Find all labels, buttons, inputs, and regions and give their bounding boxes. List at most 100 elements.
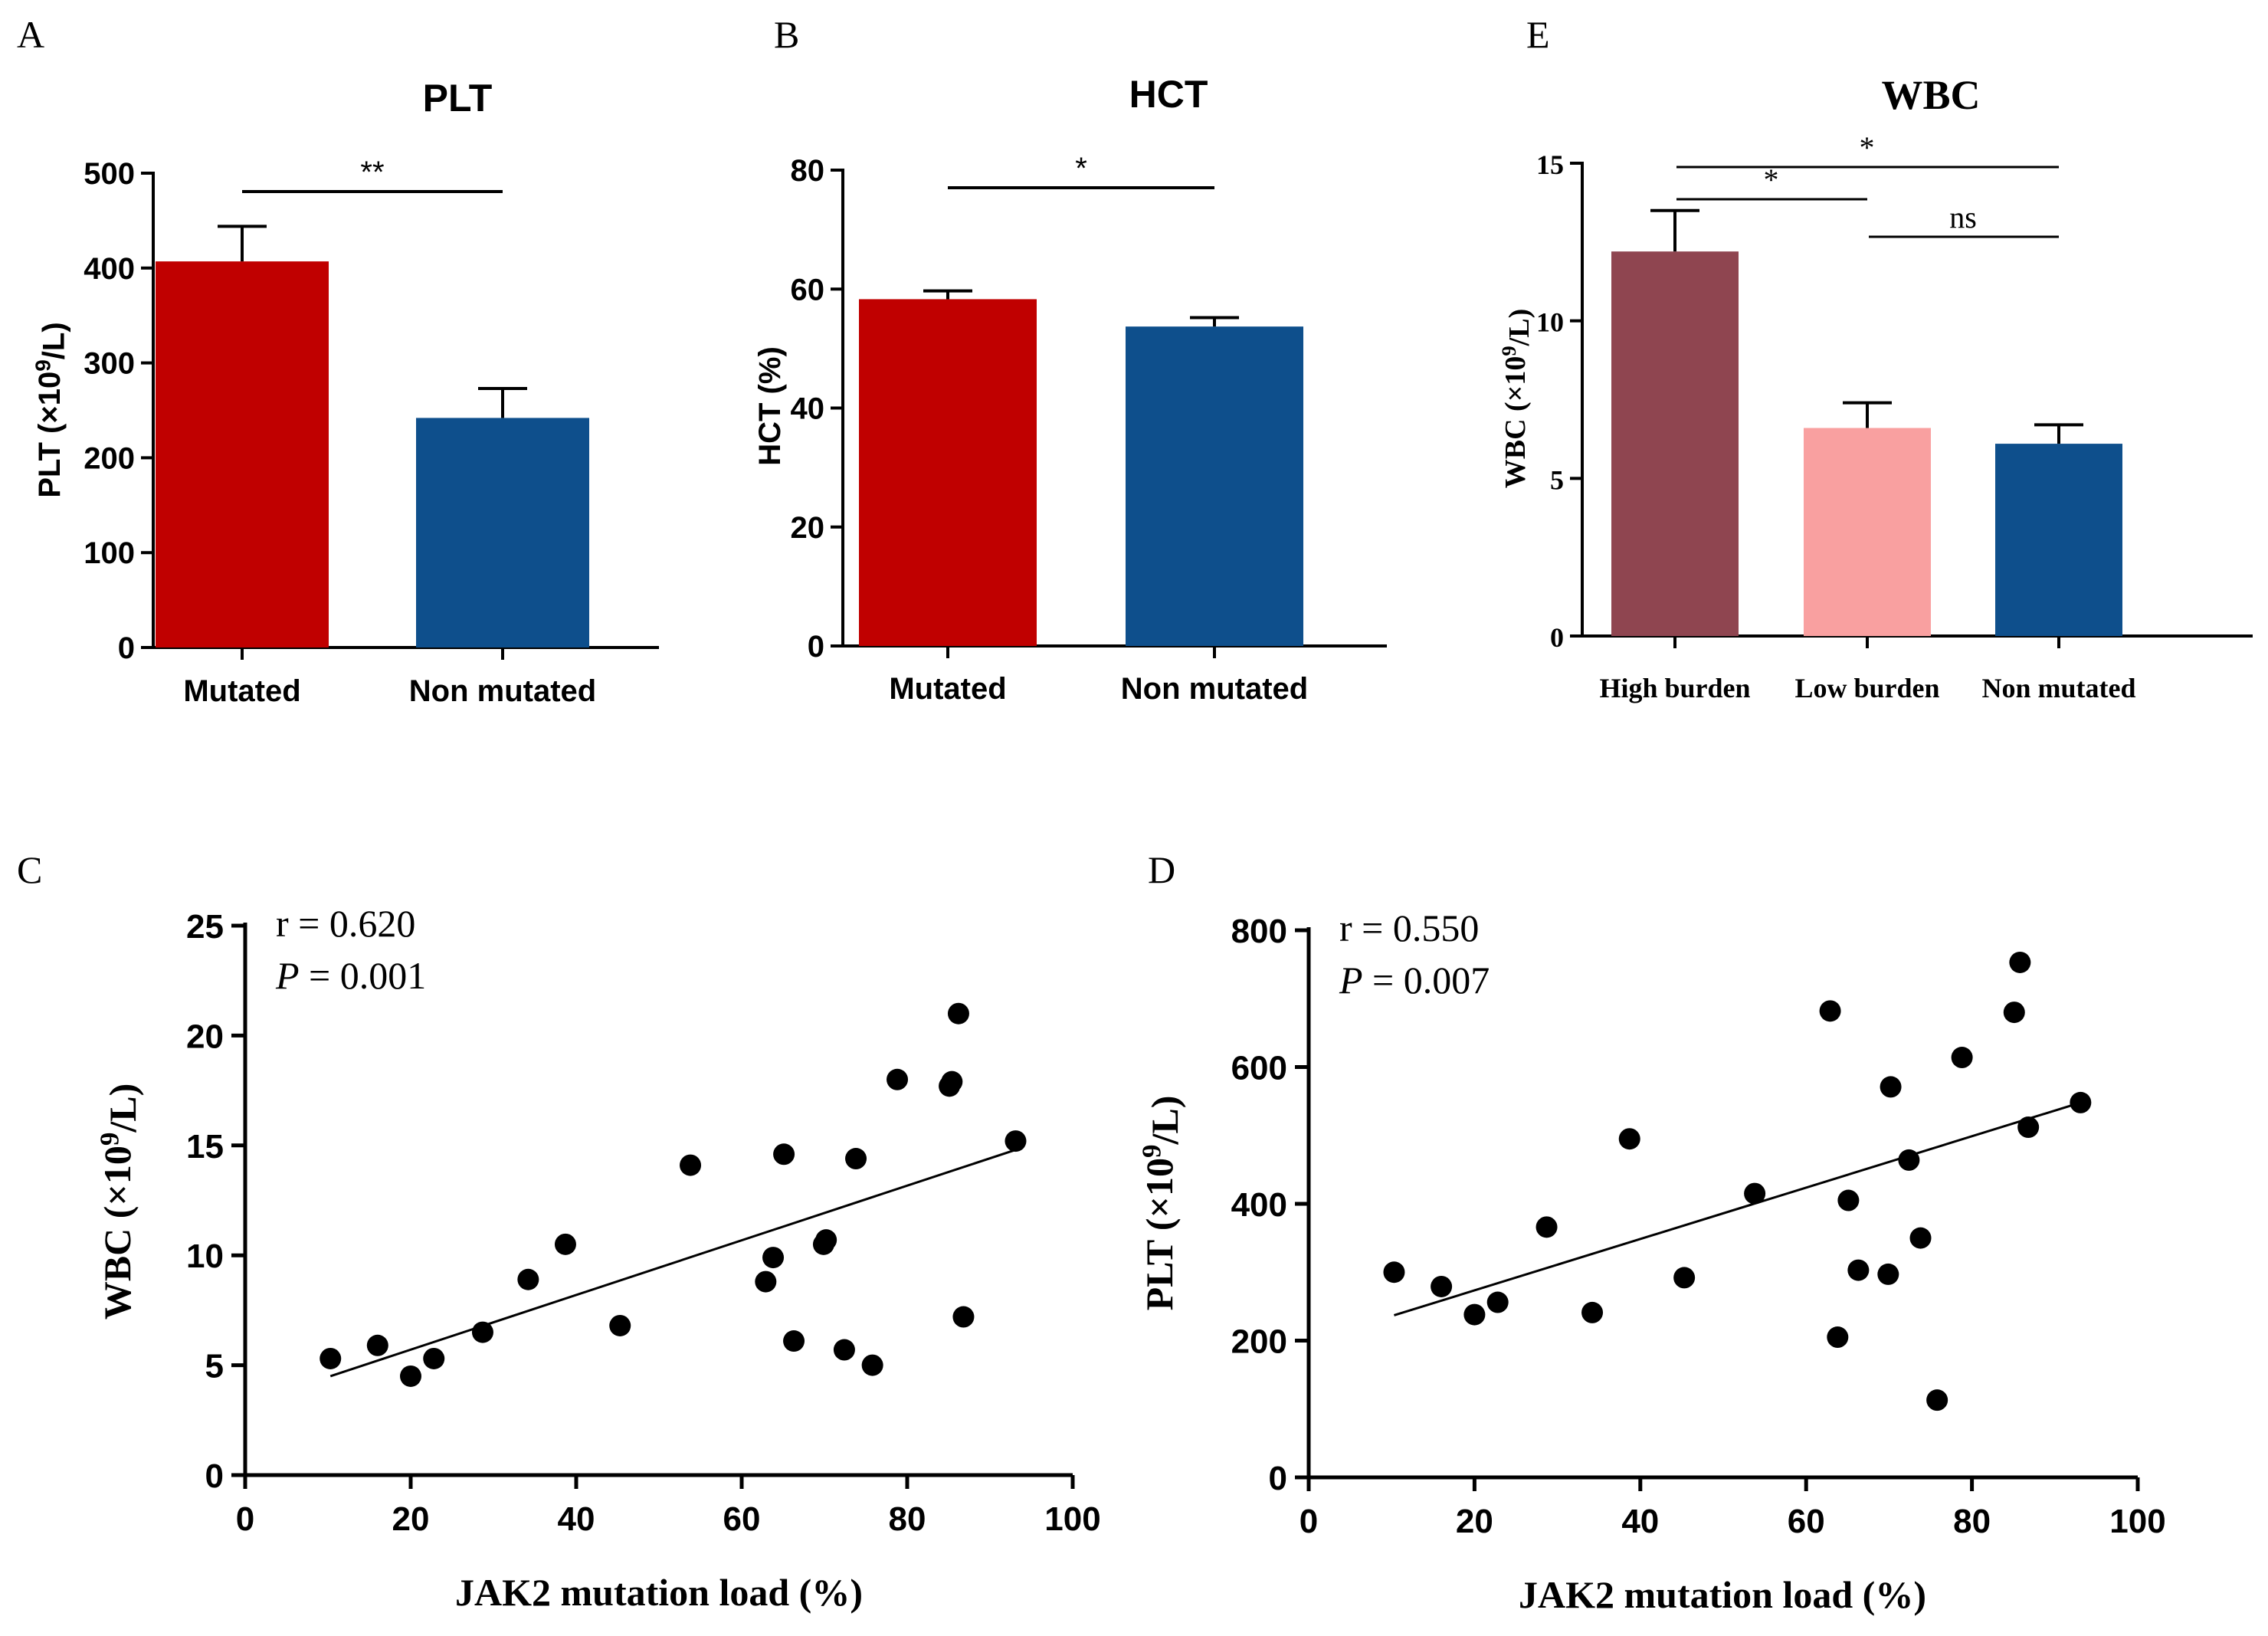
significance-label: **: [360, 156, 384, 189]
data-point: [833, 1339, 855, 1361]
y-tick-label: 10: [1536, 307, 1564, 338]
x-tick-label: 40: [1621, 1503, 1659, 1540]
data-point: [2070, 1091, 2092, 1113]
data-point: [1486, 1291, 1509, 1313]
data-point: [773, 1143, 795, 1166]
regression-line: [329, 1149, 1016, 1378]
y-axis-label: WBC (×109/L): [1497, 309, 1535, 488]
significance-label: ns: [1949, 200, 1977, 234]
data-point: [755, 1270, 777, 1293]
data-point: [952, 1306, 975, 1328]
chart-title: HCT: [1129, 73, 1208, 116]
y-tick-label: 0: [118, 631, 135, 665]
p-value: P = 0.007: [1339, 959, 1490, 1002]
y-tick-label: 200: [1231, 1323, 1287, 1361]
data-point: [1880, 1076, 1902, 1098]
bar-mutated: [859, 299, 1037, 646]
x-axis-label: JAK2 mutation load (%): [1519, 1573, 1926, 1616]
category-label: High burden: [1599, 673, 1750, 703]
y-tick-label: 200: [84, 441, 135, 475]
y-tick-label: 25: [186, 908, 224, 946]
y-tick-label: 15: [1536, 149, 1564, 180]
data-point: [1909, 1227, 1932, 1249]
y-axis-label: WBC (×109/L): [94, 1084, 144, 1320]
x-tick-label: 20: [392, 1500, 430, 1538]
panel-label-D: D: [1148, 848, 1175, 891]
bar-non-mutated: [1995, 444, 2122, 636]
y-tick-label: 400: [84, 252, 135, 286]
data-point: [1847, 1259, 1870, 1281]
data-point: [1005, 1130, 1027, 1152]
p-number: = 0.007: [1363, 959, 1490, 1002]
data-point: [1926, 1389, 1948, 1411]
bar-low-burden: [1804, 428, 1931, 636]
data-point: [1581, 1301, 1604, 1323]
data-point: [1951, 1047, 1973, 1069]
data-point: [471, 1321, 493, 1343]
data-point: [1819, 1000, 1841, 1022]
panel-D: D 0 200 400 600 800 0 20 40 60 80 100 PLT (×109/L) JA…: [1136, 848, 2165, 1616]
category-label: Mutated: [889, 672, 1006, 706]
x-tick-label: 0: [1300, 1503, 1318, 1540]
bar-mutated: [156, 261, 329, 648]
x-tick-label: 40: [558, 1500, 595, 1538]
data-point: [554, 1233, 576, 1255]
y-tick-label: 20: [791, 511, 825, 545]
bar-non-mutated: [416, 418, 589, 648]
y-tick-label: 40: [791, 392, 825, 426]
category-label: Low burden: [1794, 673, 1939, 703]
p-value: P = 0.001: [275, 954, 426, 997]
x-tick-label: 60: [723, 1500, 761, 1538]
data-point: [1837, 1189, 1860, 1211]
y-axis-label: PLT (×109/L): [1136, 1096, 1186, 1311]
data-point: [680, 1154, 702, 1176]
panel-C: C 0 5 10 15 20 25 0 20 40 60 80 100 WBC (×109/L) JAK2 …: [17, 848, 1101, 1614]
x-tick-label: 0: [236, 1500, 254, 1538]
y-tick-label: 20: [186, 1018, 224, 1055]
category-label: Non mutated: [1121, 672, 1308, 706]
data-point: [1898, 1149, 1920, 1171]
y-tick-label: 0: [808, 630, 824, 664]
panel-A: A PLT 0 100 200 300 400 500 PLT (×109/L) Mutated N…: [17, 13, 659, 708]
data-point: [1431, 1275, 1453, 1297]
data-point: [2009, 951, 2031, 973]
p-number: = 0.001: [300, 954, 427, 997]
y-tick-label: 0: [205, 1457, 224, 1495]
panel-B: B HCT 0 20 40 60 80 HCT (%) Mutated Non mutated *: [753, 13, 1387, 706]
panel-E: E WBC 0 5 10 15 WBC (×109/L) High burden Low bur…: [1497, 13, 2253, 703]
significance-label: *: [1860, 130, 1875, 165]
data-point: [947, 1002, 969, 1025]
data-point: [1827, 1326, 1849, 1349]
y-tick-label: 5: [1550, 464, 1564, 495]
y-tick-label: 80: [791, 154, 825, 188]
data-point: [1618, 1128, 1640, 1150]
y-tick-label: 15: [186, 1128, 224, 1166]
y-tick-label: 800: [1231, 913, 1287, 950]
y-tick-label: 0: [1269, 1460, 1287, 1497]
data-point: [783, 1330, 805, 1352]
correlation-r: r = 0.550: [1339, 907, 1479, 949]
y-axis-label: HCT (%): [753, 346, 787, 466]
y-tick-label: 10: [186, 1238, 224, 1275]
bar-high-burden: [1611, 251, 1739, 636]
correlation-r: r = 0.620: [276, 902, 415, 945]
data-point: [320, 1347, 342, 1369]
x-tick-label: 60: [1788, 1503, 1825, 1540]
p-symbol: P: [275, 954, 300, 997]
data-point: [941, 1070, 963, 1093]
x-axis-label: JAK2 mutation load (%): [455, 1571, 863, 1614]
data-point: [1535, 1216, 1558, 1238]
chart-title: WBC: [1881, 72, 1980, 118]
data-point: [887, 1068, 909, 1090]
panel-label-B: B: [774, 13, 799, 56]
y-axis-label: PLT (×109/L): [31, 322, 70, 497]
y-tick-label: 60: [791, 273, 825, 307]
data-point: [609, 1314, 631, 1336]
y-tick-label: 300: [84, 347, 135, 381]
data-point: [845, 1148, 867, 1170]
panel-label-A: A: [17, 13, 44, 56]
data-point: [1673, 1267, 1696, 1289]
panel-label-C: C: [17, 848, 42, 891]
y-tick-label: 600: [1231, 1050, 1287, 1087]
